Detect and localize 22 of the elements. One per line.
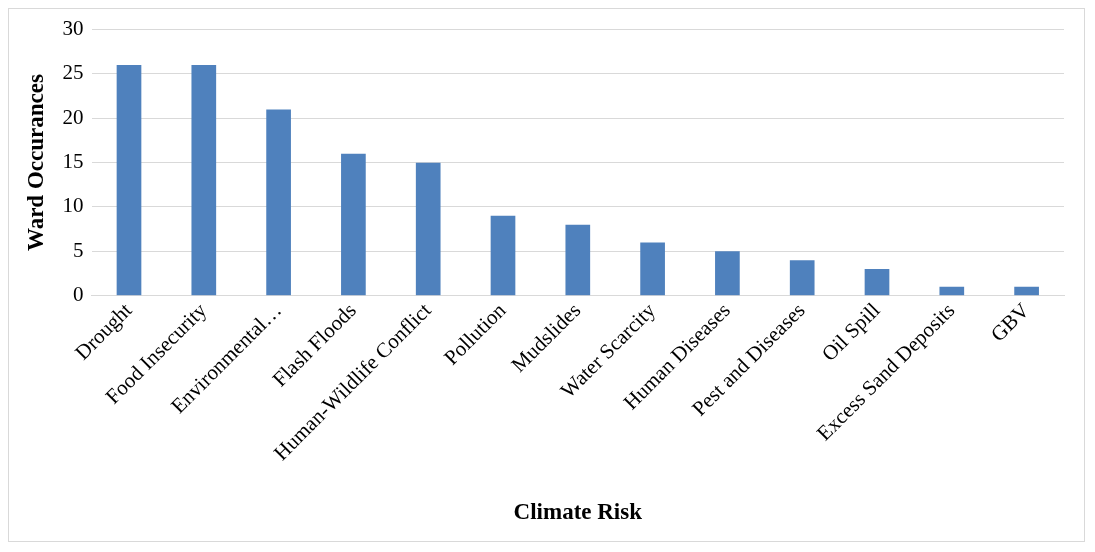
bar [1014,286,1039,296]
bar [715,251,740,296]
bar [191,65,217,296]
bar [415,162,441,296]
bar [789,260,815,296]
bar [640,242,665,296]
y-tick-label: 15 [62,149,84,174]
bar [266,109,291,296]
y-tick-label: 10 [62,193,84,218]
y-tick-label: 20 [62,104,84,129]
bar [565,224,591,296]
bar [864,269,890,296]
y-tick-label: 30 [62,16,84,41]
bar [341,153,366,296]
y-tick-label: 25 [62,60,84,85]
y-axis-title: Ward Occurances [22,74,48,252]
bar [939,286,965,296]
x-axis-title: Climate Risk [513,499,643,525]
bar [116,65,142,296]
y-tick-label: 0 [73,282,84,307]
y-tick-label: 5 [73,237,84,262]
bar [490,215,516,296]
